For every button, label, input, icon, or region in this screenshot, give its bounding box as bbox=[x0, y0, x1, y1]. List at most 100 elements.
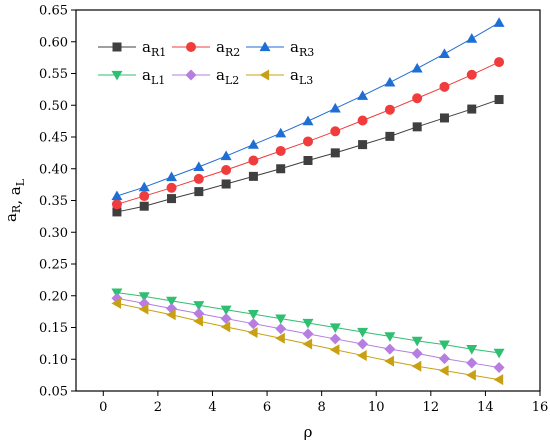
legend-marker bbox=[259, 41, 271, 52]
legend-marker bbox=[111, 70, 123, 81]
data-point-aL2 bbox=[193, 308, 205, 320]
data-point-aR2 bbox=[275, 145, 286, 156]
data-point-aR2 bbox=[439, 81, 450, 92]
legend: aR1 aR2 aR3 aL1 aL2 aL3 bbox=[98, 38, 314, 87]
data-point-aL3 bbox=[411, 360, 422, 372]
y-tick-label: 0.05 bbox=[39, 385, 68, 400]
data-point-aL3 bbox=[357, 349, 367, 361]
legend-entry-aL2: aL2 bbox=[172, 66, 239, 87]
data-point-aL3 bbox=[247, 327, 258, 339]
legend-label: aR2 bbox=[216, 38, 240, 59]
y-tick-label: 0.45 bbox=[39, 131, 68, 146]
x-axis-title: ρ bbox=[304, 423, 313, 441]
data-point-aR3 bbox=[247, 139, 259, 149]
data-point-aR2 bbox=[384, 104, 395, 115]
data-point-aL3 bbox=[302, 338, 313, 350]
legend-entry-aR2: aR2 bbox=[172, 38, 240, 59]
y-tick-label: 0.60 bbox=[39, 35, 68, 50]
data-point-aR3 bbox=[166, 171, 178, 182]
series-aR2 bbox=[111, 57, 505, 210]
data-point-aL2 bbox=[384, 343, 396, 355]
y-tick-label: 0.40 bbox=[39, 162, 68, 177]
legend-label: aR3 bbox=[290, 38, 314, 59]
data-point-aL1 bbox=[220, 305, 232, 316]
y-tick-label: 0.15 bbox=[39, 321, 68, 336]
x-axis-ticks: 0 2 4 6 8 10 12 14 16 bbox=[99, 391, 548, 415]
data-point-aR1 bbox=[439, 113, 449, 123]
y-axis-ticks: 0.05 0.10 0.15 0.20 0.25 0.30 0.35 0.40 0.45 0.50… bbox=[39, 4, 76, 400]
data-point-aR2 bbox=[466, 69, 477, 80]
data-point-aR1 bbox=[248, 171, 258, 181]
x-tick-label: 8 bbox=[318, 400, 326, 415]
data-point-aL1 bbox=[384, 332, 396, 342]
legend-marker bbox=[186, 42, 196, 52]
data-point-aL1 bbox=[138, 292, 150, 302]
legend-label: aL3 bbox=[290, 66, 313, 87]
data-point-aL2 bbox=[302, 328, 314, 340]
y-tick-label: 0.50 bbox=[39, 99, 68, 114]
data-point-aR3 bbox=[466, 33, 478, 43]
series-aR3 bbox=[111, 17, 505, 201]
data-point-aL2 bbox=[275, 323, 287, 335]
data-point-aL3 bbox=[466, 369, 476, 381]
y-tick-label: 0.30 bbox=[39, 226, 68, 241]
series-aR1 bbox=[112, 95, 504, 217]
data-point-aL3 bbox=[275, 332, 285, 344]
legend-entry-aL3: aL3 bbox=[246, 66, 313, 87]
data-point-aR1 bbox=[412, 122, 422, 132]
x-tick-label: 6 bbox=[263, 400, 271, 415]
data-point-aR2 bbox=[248, 155, 259, 166]
data-point-aR1 bbox=[330, 148, 340, 158]
data-point-aR1 bbox=[276, 164, 286, 174]
data-point-aR3 bbox=[302, 115, 314, 126]
series-aL3 bbox=[111, 297, 504, 386]
data-point-aR2 bbox=[412, 93, 423, 104]
legend-label: aR1 bbox=[142, 38, 166, 59]
data-point-aL3 bbox=[193, 315, 203, 327]
data-point-aR3 bbox=[111, 190, 123, 201]
data-point-aL3 bbox=[438, 365, 449, 377]
data-point-aL3 bbox=[220, 321, 231, 333]
data-point-aL1 bbox=[411, 336, 423, 347]
legend-label: aL1 bbox=[142, 66, 165, 87]
x-tick-label: 4 bbox=[208, 400, 216, 415]
data-point-aL1 bbox=[302, 318, 314, 329]
data-point-aR3 bbox=[357, 90, 369, 100]
data-point-aL2 bbox=[329, 333, 341, 345]
data-point-aR1 bbox=[467, 104, 477, 114]
data-point-aL2 bbox=[466, 357, 478, 369]
y-tick-label: 0.20 bbox=[39, 289, 68, 304]
data-point-aR3 bbox=[493, 17, 505, 27]
data-point-aR3 bbox=[329, 102, 341, 113]
y-tick-label: 0.35 bbox=[39, 194, 68, 209]
data-point-aL2 bbox=[247, 318, 259, 330]
data-point-aL3 bbox=[166, 309, 176, 321]
legend-entry-aL1: aL1 bbox=[98, 66, 165, 87]
legend-entry-aR3: aR3 bbox=[246, 38, 314, 59]
data-point-aR1 bbox=[303, 155, 313, 165]
data-point-aR3 bbox=[275, 127, 287, 138]
legend-label: aL2 bbox=[216, 66, 239, 87]
data-point-aL2 bbox=[411, 348, 423, 360]
data-point-aR3 bbox=[193, 161, 205, 171]
x-tick-label: 2 bbox=[154, 400, 162, 415]
legend-marker bbox=[112, 42, 122, 52]
data-point-aR2 bbox=[330, 126, 341, 137]
data-point-aL1 bbox=[247, 310, 259, 320]
y-tick-label: 0.55 bbox=[39, 67, 68, 82]
data-point-aR2 bbox=[221, 165, 232, 176]
data-point-aL2 bbox=[438, 353, 450, 365]
x-tick-label: 14 bbox=[477, 400, 494, 415]
data-point-aR3 bbox=[138, 181, 150, 192]
data-point-aL3 bbox=[138, 303, 149, 315]
data-point-aR3 bbox=[220, 150, 232, 161]
data-point-aL1 bbox=[466, 344, 478, 355]
data-point-aL1 bbox=[438, 340, 450, 351]
data-point-aR3 bbox=[438, 48, 450, 58]
series-layer bbox=[111, 17, 505, 386]
data-point-aR1 bbox=[112, 207, 122, 217]
data-point-aL1 bbox=[193, 301, 205, 311]
data-point-aL3 bbox=[111, 297, 122, 309]
y-tick-label: 0.10 bbox=[39, 353, 68, 368]
